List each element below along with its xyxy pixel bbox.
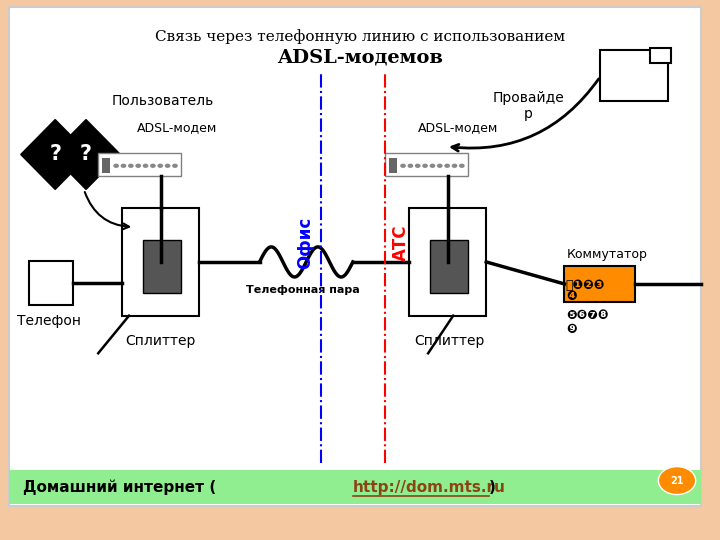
Circle shape <box>143 164 148 168</box>
Polygon shape <box>21 119 89 190</box>
Circle shape <box>451 164 457 168</box>
Text: ?: ? <box>49 145 61 165</box>
Circle shape <box>172 164 178 168</box>
Circle shape <box>459 164 464 168</box>
Text: http://dom.mts.ru: http://dom.mts.ru <box>353 480 505 495</box>
Text: ADSL-модем: ADSL-модем <box>418 121 498 134</box>
Text: АТС: АТС <box>392 225 410 261</box>
Text: Сплиттер: Сплиттер <box>125 334 196 348</box>
Bar <box>122 208 199 316</box>
Text: Пользователь: Пользователь <box>112 94 214 108</box>
Text: Телефонная пара: Телефонная пара <box>246 286 359 295</box>
Circle shape <box>437 164 443 168</box>
Bar <box>564 266 635 302</box>
FancyArrowPatch shape <box>452 79 598 151</box>
Text: Телефон: Телефон <box>17 314 81 328</box>
Circle shape <box>158 164 163 168</box>
Circle shape <box>165 164 171 168</box>
Text: 21: 21 <box>670 476 684 485</box>
Circle shape <box>135 164 141 168</box>
Text: ADSL-модемов: ADSL-модемов <box>277 49 443 67</box>
Polygon shape <box>52 119 120 190</box>
Text: Домашний интернет (: Домашний интернет ( <box>23 480 216 495</box>
Circle shape <box>415 164 420 168</box>
Bar <box>389 158 397 173</box>
Text: Сплиттер: Сплиттер <box>415 334 485 348</box>
Bar <box>600 50 668 101</box>
Circle shape <box>400 164 406 168</box>
Text: Связь через телефонную линию с использованием: Связь через телефонную линию с использов… <box>155 29 565 44</box>
Text: ❺❻❼❽: ❺❻❼❽ <box>566 309 608 322</box>
Circle shape <box>658 467 696 495</box>
Text: Провайде
р: Провайде р <box>492 91 564 122</box>
Text: ❾: ❾ <box>566 322 577 335</box>
Circle shape <box>430 164 436 168</box>
Bar <box>385 153 467 176</box>
Circle shape <box>121 164 127 168</box>
Circle shape <box>444 164 450 168</box>
Text: ❹: ❹ <box>566 291 577 303</box>
Circle shape <box>113 164 119 168</box>
Circle shape <box>408 164 413 168</box>
Circle shape <box>150 164 156 168</box>
Text: ADSL-модем: ADSL-модем <box>137 121 217 134</box>
Bar <box>409 208 486 316</box>
Text: Коммутатор: Коммутатор <box>567 248 647 261</box>
Text: Офис: Офис <box>296 217 314 269</box>
FancyArrowPatch shape <box>85 192 129 229</box>
Bar <box>143 240 181 293</box>
Circle shape <box>128 164 134 168</box>
Bar <box>650 48 670 63</box>
Bar <box>29 261 73 305</box>
Text: ): ) <box>489 480 496 495</box>
Text: ⓿❶❷❸: ⓿❶❷❸ <box>566 279 606 292</box>
Circle shape <box>422 164 428 168</box>
Bar <box>431 240 467 293</box>
Bar <box>9 470 701 504</box>
Bar <box>102 158 110 173</box>
Text: ?: ? <box>80 145 92 165</box>
Bar <box>98 153 181 176</box>
